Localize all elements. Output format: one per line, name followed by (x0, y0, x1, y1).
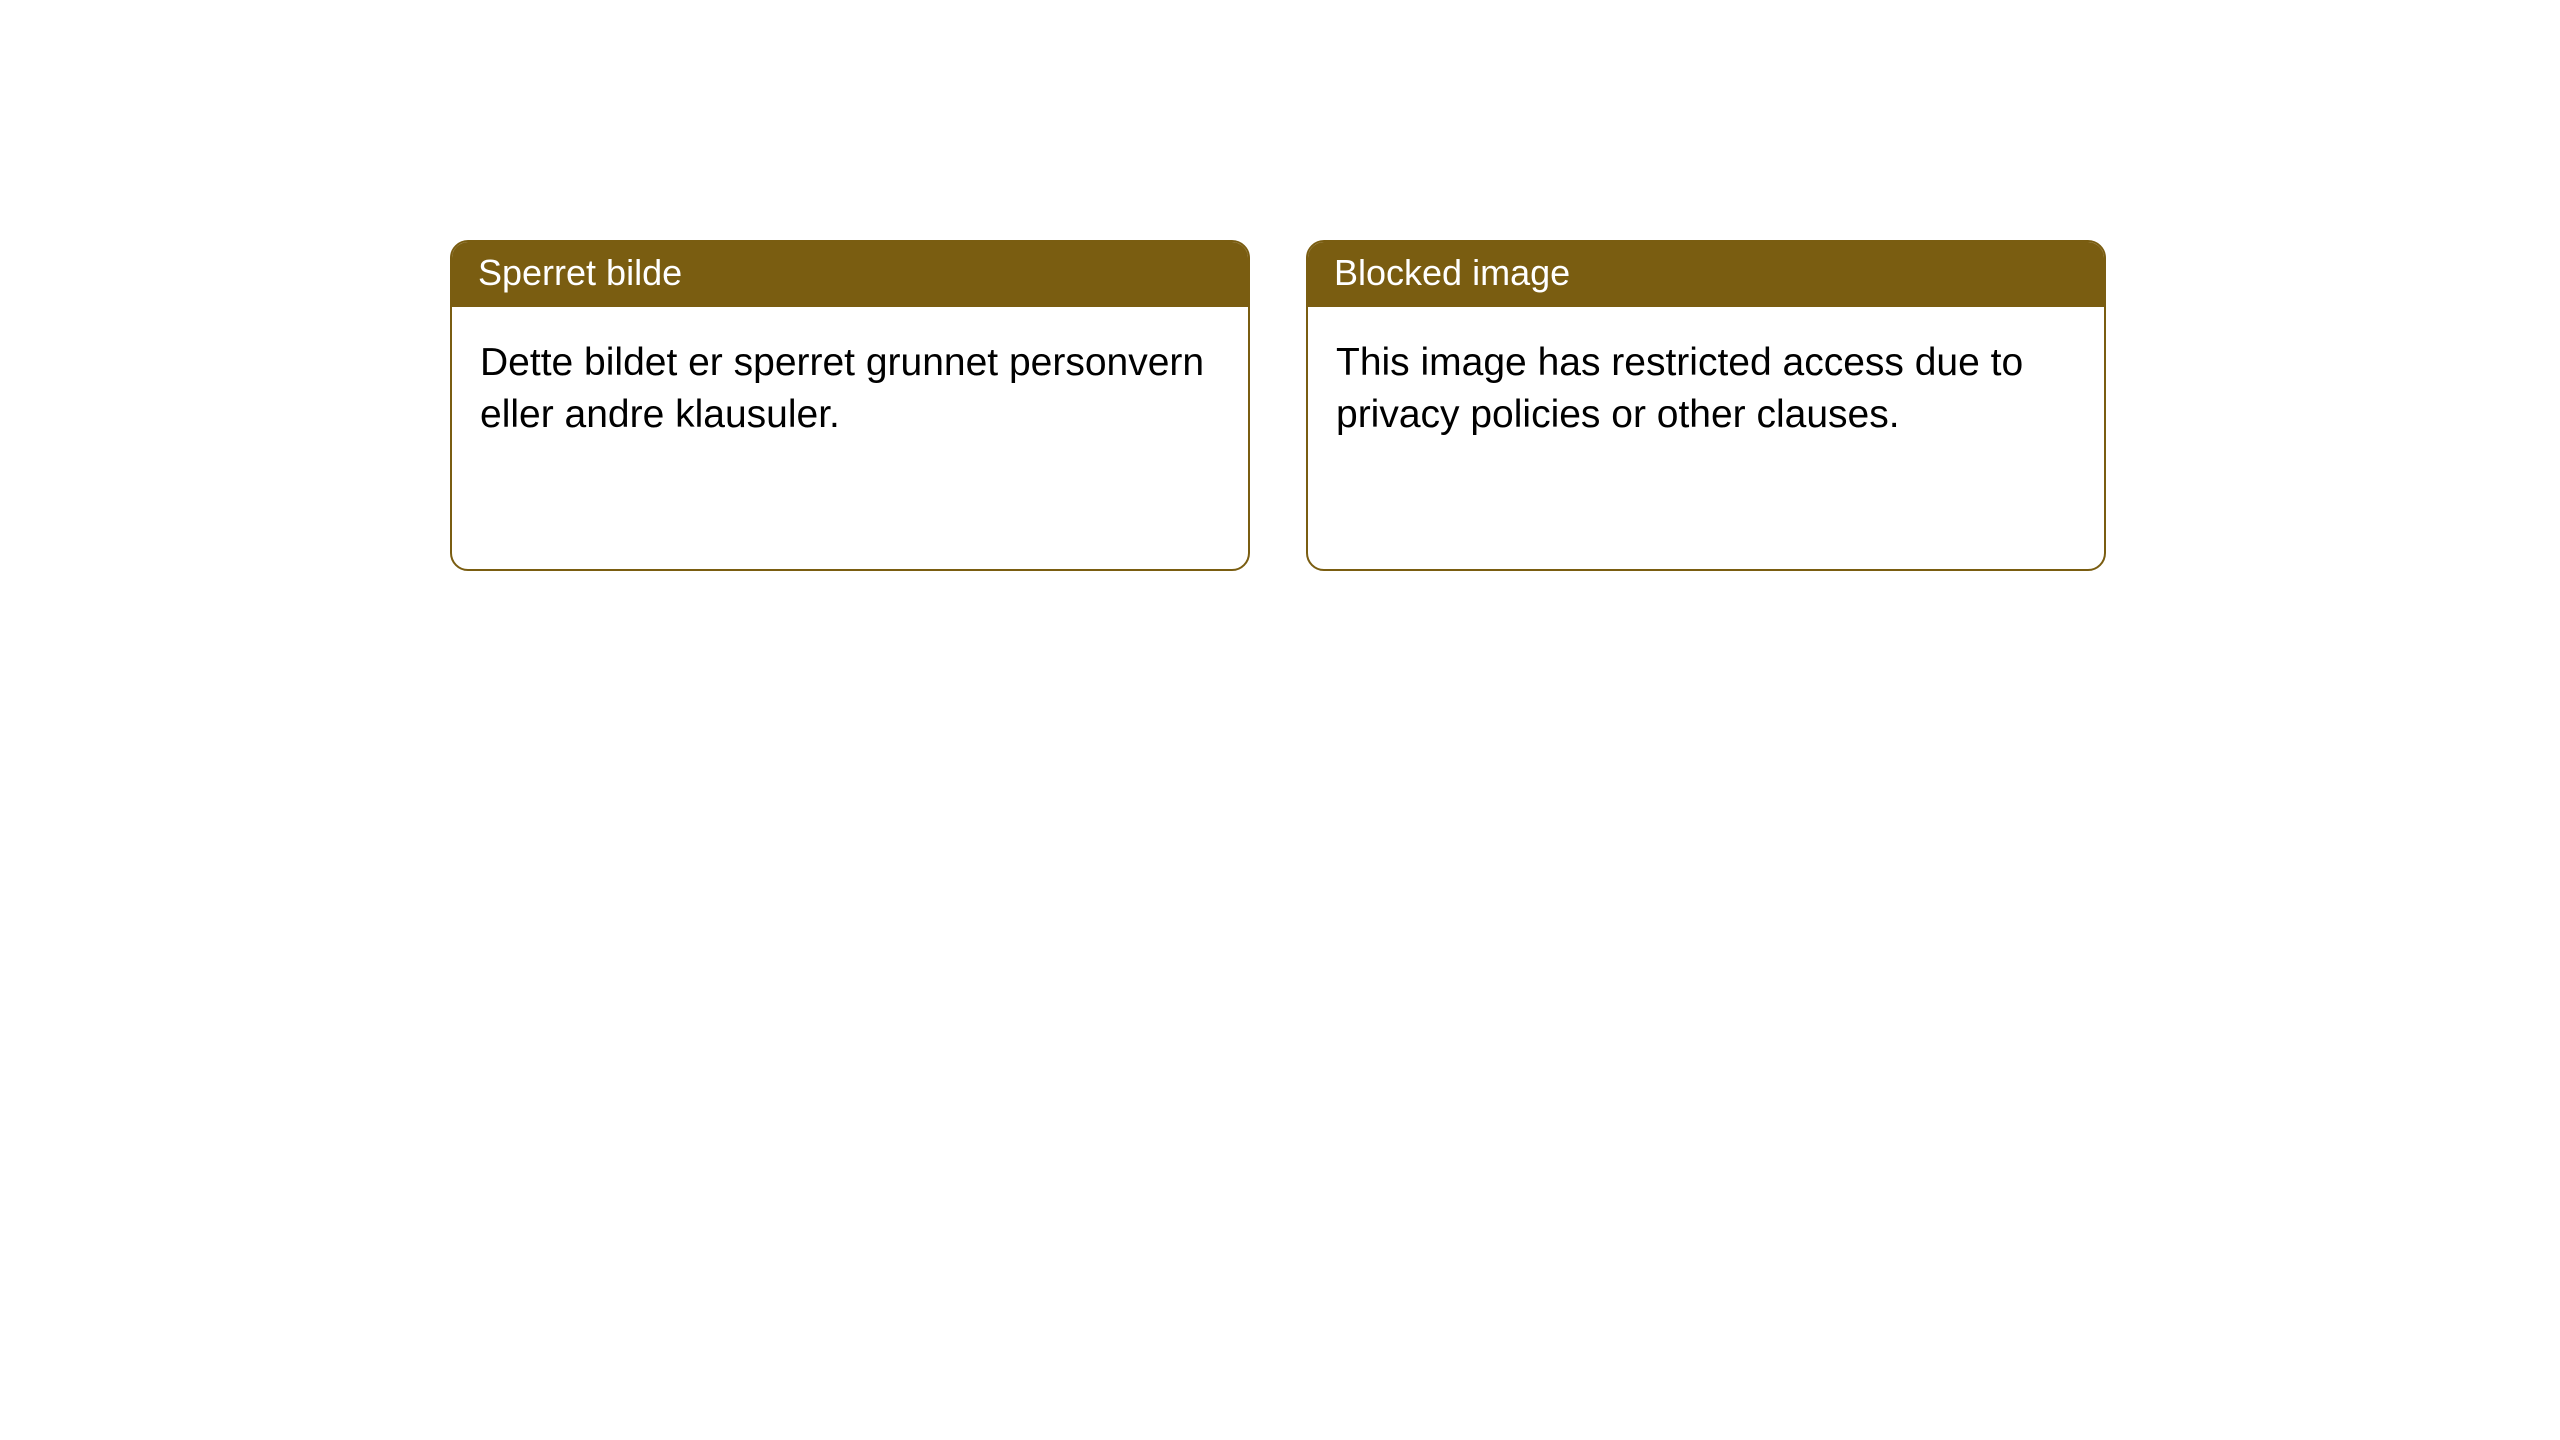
notice-header-norwegian: Sperret bilde (452, 242, 1248, 307)
notice-body-english: This image has restricted access due to … (1308, 307, 2104, 472)
notice-container: Sperret bilde Dette bildet er sperret gr… (0, 0, 2560, 571)
notice-header-english: Blocked image (1308, 242, 2104, 307)
notice-card-norwegian: Sperret bilde Dette bildet er sperret gr… (450, 240, 1250, 571)
notice-body-norwegian: Dette bildet er sperret grunnet personve… (452, 307, 1248, 472)
notice-card-english: Blocked image This image has restricted … (1306, 240, 2106, 571)
